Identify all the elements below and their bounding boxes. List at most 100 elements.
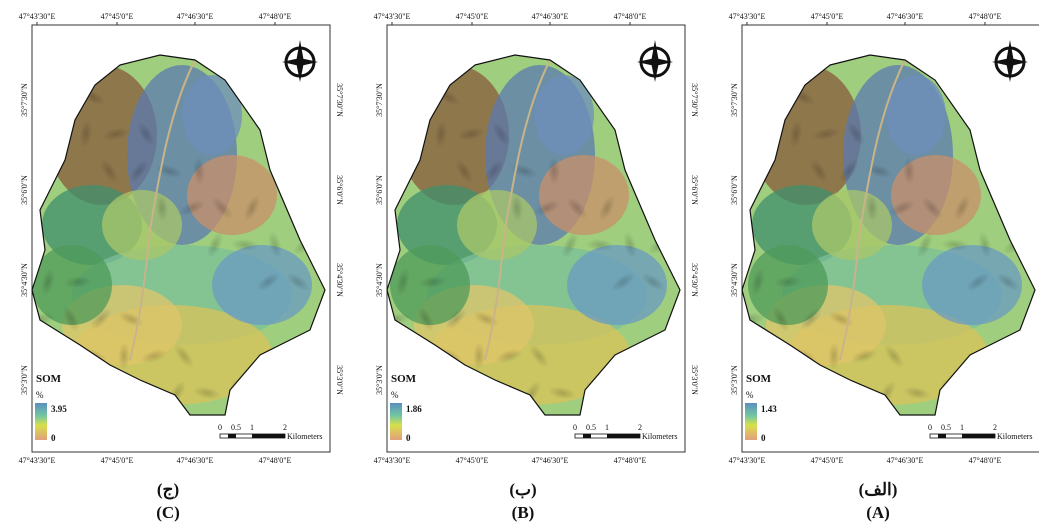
scale-label: 0 (928, 423, 932, 432)
x-coord-label: 47°45'0"E (456, 12, 489, 21)
y-coord-label: 35°6'0"N (690, 175, 699, 205)
legend-min: 0 (51, 433, 56, 443)
x-coord-label: 47°48'0"E (614, 456, 647, 465)
shade (600, 46, 629, 73)
y-coord-label: 35°6'0"N (20, 175, 29, 205)
x-coord-label: 47°45'0"E (811, 456, 844, 465)
shade (381, 54, 409, 66)
scale-label: 1 (605, 423, 609, 432)
north-arrow (637, 40, 673, 82)
x-coord-label: 47°46'30"E (887, 12, 924, 21)
legend-max: 1.43 (761, 404, 777, 414)
north-arrow (992, 40, 1028, 82)
legend-title: SOM (391, 373, 417, 385)
x-coord-label: 47°46'30"E (532, 12, 569, 21)
legend-unit: % (36, 390, 44, 400)
legend-colorbar (390, 403, 402, 440)
terrain-patch (102, 190, 182, 260)
x-coord-label: 47°48'0"E (614, 12, 647, 21)
shade (657, 82, 678, 112)
shade (1012, 82, 1033, 112)
caption-en: (C) (156, 503, 180, 522)
legend-max: 3.95 (51, 404, 67, 414)
x-coord-label: 47°46'30"E (177, 12, 214, 21)
y-coord-label: 35°4'30"N (335, 263, 344, 297)
shade (570, 48, 600, 72)
legend-unit: % (746, 390, 754, 400)
map-surface (736, 25, 1039, 452)
shade (736, 54, 764, 66)
caption-fa: (الف) (859, 480, 898, 499)
y-coord-label: 35°3'0"N (375, 365, 384, 395)
legend-min: 0 (761, 433, 766, 443)
terrain-patch (182, 75, 242, 155)
x-coord-label: 47°46'30"E (177, 456, 214, 465)
x-coord-label: 47°43'30"E (729, 12, 766, 21)
map-panel: 47°43'30"E 47°43'30"E 47°45'0"E 47°45'0"E 47… (729, 12, 1039, 522)
scale-label: 2 (283, 423, 287, 432)
x-coord-label: 47°48'0"E (969, 12, 1002, 21)
y-coord-label: 35°7'30"N (375, 83, 384, 117)
x-coord-label: 47°45'0"E (456, 456, 489, 465)
x-coord-label: 47°43'30"E (19, 456, 56, 465)
legend-min: 0 (406, 433, 411, 443)
scale-label: 2 (993, 423, 997, 432)
x-coord-label: 47°48'0"E (259, 12, 292, 21)
y-coord-label: 35°6'0"N (335, 175, 344, 205)
x-coord-label: 47°46'30"E (887, 456, 924, 465)
scale-label: 0.5 (586, 423, 596, 432)
caption-fa: (ب) (509, 480, 536, 499)
terrain-patch (457, 190, 537, 260)
x-coord-label: 47°43'30"E (374, 12, 411, 21)
shade (925, 48, 955, 72)
legend-colorbar (35, 403, 47, 440)
y-coord-label: 35°6'0"N (375, 175, 384, 205)
legend-title: SOM (746, 373, 772, 385)
shade (269, 91, 297, 103)
figure: 47°43'30"E 47°43'30"E 47°45'0"E 47°45'0"E 47… (0, 0, 1039, 527)
map-surface (26, 25, 330, 452)
y-coord-label: 35°7'30"N (690, 83, 699, 117)
scale-bar-seg (228, 434, 236, 438)
scale-label: 2 (638, 423, 642, 432)
y-coord-label: 35°3'0"N (690, 365, 699, 395)
caption-en: (A) (866, 503, 890, 522)
y-coord-label: 35°3'0"N (335, 365, 344, 395)
scale-bar-seg (938, 434, 946, 438)
y-coord-label: 35°4'30"N (690, 263, 699, 297)
y-coord-label: 35°4'30"N (730, 263, 739, 297)
y-coord-label: 35°4'30"N (375, 263, 384, 297)
scale-bar-seg (962, 434, 995, 438)
x-coord-label: 47°43'30"E (729, 456, 766, 465)
shade (979, 91, 1007, 103)
scale-label: 0 (218, 423, 222, 432)
scale-bar-seg (607, 434, 640, 438)
shade (302, 82, 323, 112)
shade (396, 122, 426, 146)
legend-max: 1.86 (406, 404, 422, 414)
legend-unit: % (391, 390, 399, 400)
caption-en: (B) (512, 503, 535, 522)
x-coord-label: 47°45'0"E (811, 12, 844, 21)
map-surface (381, 25, 685, 452)
scale-unit: Kilometers (997, 432, 1033, 441)
terrain-patch (812, 190, 892, 260)
y-coord-label: 35°7'30"N (20, 83, 29, 117)
map-panel: 47°43'30"E47°43'30"E47°45'0"E47°45'0"E47… (374, 12, 699, 522)
scale-label: 0 (573, 423, 577, 432)
map-panel: 47°43'30"E47°43'30"E47°45'0"E47°45'0"E47… (19, 12, 344, 522)
x-coord-label: 47°45'0"E (101, 12, 134, 21)
x-coord-label: 47°48'0"E (259, 456, 292, 465)
scale-bar-seg (252, 434, 285, 438)
north-arrow (282, 40, 318, 82)
y-coord-label: 35°4'30"N (20, 263, 29, 297)
scale-bar-seg (583, 434, 591, 438)
y-coord-label: 35°3'0"N (20, 365, 29, 395)
caption-fa: (ج) (157, 480, 179, 500)
shade (624, 91, 652, 103)
scale-unit: Kilometers (642, 432, 678, 441)
legend-colorbar (745, 403, 757, 440)
shade (403, 83, 432, 110)
scale-label: 1 (960, 423, 964, 432)
shade (758, 83, 787, 110)
